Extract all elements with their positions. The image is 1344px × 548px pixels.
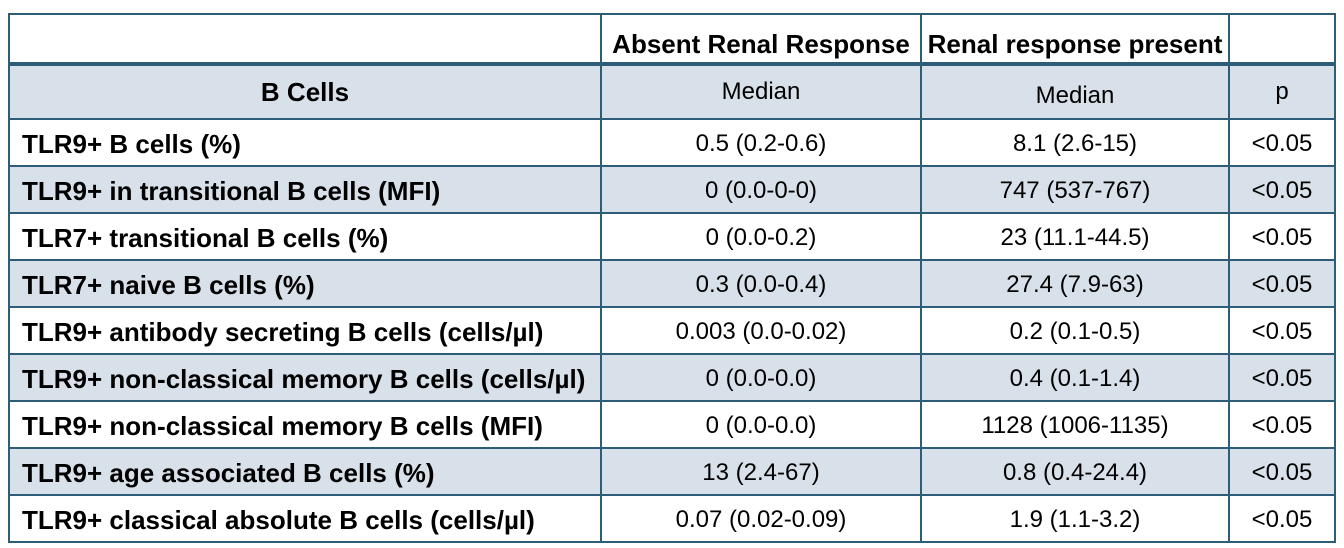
present-median-value: 8.1 (2.6-15) [920, 118, 1230, 167]
row-label: TLR9+ non-classical memory B cells (MFI) [8, 400, 602, 449]
table-row: TLR9+ non-classical memory B cells (MFI)… [8, 400, 1336, 449]
absent-median-value: 0 (0.0-0.0) [600, 400, 922, 449]
present-median-value: 1128 (1006-1135) [920, 400, 1230, 449]
present-median-value: 27.4 (7.9-63) [920, 259, 1230, 308]
table-row: TLR7+ transitional B cells (%) 0 (0.0-0.… [8, 212, 1336, 261]
table-row: TLR9+ B cells (%) 0.5 (0.2-0.6) 8.1 (2.6… [8, 118, 1336, 167]
present-median-value: 747 (537-767) [920, 165, 1230, 214]
p-value: <0.05 [1228, 259, 1336, 308]
p-value: <0.05 [1228, 306, 1336, 355]
row-label: TLR9+ age associated B cells (%) [8, 447, 602, 496]
p-column-header: p [1228, 63, 1336, 120]
absent-renal-response-header: Absent Renal Response [600, 13, 922, 66]
row-label: TLR9+ antibody secreting B cells (cells/… [8, 306, 602, 355]
absent-median-value: 0.5 (0.2-0.6) [600, 118, 922, 167]
absent-median-value: 0.003 (0.0-0.02) [600, 306, 922, 355]
table-row: TLR7+ naive B cells (%) 0.3 (0.0-0.4) 27… [8, 259, 1336, 308]
p-value: <0.05 [1228, 118, 1336, 167]
row-label: TLR9+ B cells (%) [8, 118, 602, 167]
p-value: <0.05 [1228, 400, 1336, 449]
blank-corner-cell [8, 13, 602, 66]
sub-header-row: B Cells Median Median p [8, 63, 1336, 120]
row-label: TLR7+ transitional B cells (%) [8, 212, 602, 261]
table-row: TLR9+ non-classical memory B cells (cell… [8, 353, 1336, 402]
p-value: <0.05 [1228, 353, 1336, 402]
absent-median-value: 0.07 (0.02-0.09) [600, 494, 922, 543]
p-value: <0.05 [1228, 165, 1336, 214]
group-header-row: Absent Renal Response Renal response pre… [8, 13, 1336, 66]
table-row: TLR9+ classical absolute B cells (cells/… [8, 494, 1336, 543]
absent-median-value: 0 (0.0-0.2) [600, 212, 922, 261]
present-median-subheader: Median [920, 63, 1230, 120]
absent-median-value: 0 (0.0-0-0) [600, 165, 922, 214]
b-cells-title: B Cells [8, 63, 602, 120]
table-row: TLR9+ in transitional B cells (MFI) 0 (0… [8, 165, 1336, 214]
renal-response-present-header: Renal response present [920, 13, 1230, 66]
present-median-value: 23 (11.1-44.5) [920, 212, 1230, 261]
row-label: TLR9+ non-classical memory B cells (cell… [8, 353, 602, 402]
absent-median-value: 0 (0.0-0.0) [600, 353, 922, 402]
absent-median-value: 0.3 (0.0-0.4) [600, 259, 922, 308]
present-median-value: 0.2 (0.1-0.5) [920, 306, 1230, 355]
p-value: <0.05 [1228, 447, 1336, 496]
table-row: TLR9+ antibody secreting B cells (cells/… [8, 306, 1336, 355]
p-value: <0.05 [1228, 212, 1336, 261]
b-cells-results-table: Absent Renal Response Renal response pre… [8, 13, 1336, 543]
present-median-value: 0.4 (0.1-1.4) [920, 353, 1230, 402]
absent-median-subheader: Median [600, 63, 922, 120]
absent-median-value: 13 (2.4-67) [600, 447, 922, 496]
p-value: <0.05 [1228, 494, 1336, 543]
row-label: TLR9+ in transitional B cells (MFI) [8, 165, 602, 214]
present-median-value: 0.8 (0.4-24.4) [920, 447, 1230, 496]
row-label: TLR9+ classical absolute B cells (cells/… [8, 494, 602, 543]
row-label: TLR7+ naive B cells (%) [8, 259, 602, 308]
table-row: TLR9+ age associated B cells (%) 13 (2.4… [8, 447, 1336, 496]
blank-p-header-cell [1228, 13, 1336, 66]
present-median-value: 1.9 (1.1-3.2) [920, 494, 1230, 543]
